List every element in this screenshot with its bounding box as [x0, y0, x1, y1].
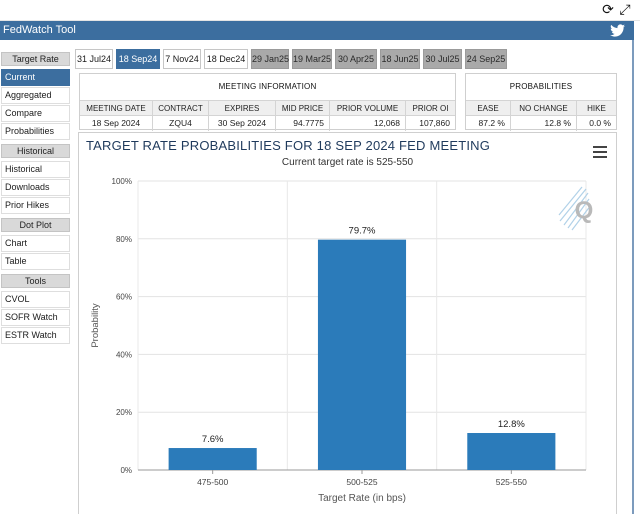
meeting-information-header-row: MEETING DATE CONTRACT EXPIRES MID PRICE PRIO… — [80, 100, 455, 116]
meeting-information-table: MEETING INFORMATION MEETING DATE CONTRACT… — [79, 73, 456, 131]
sidebar-item-table[interactable]: Table — [1, 253, 70, 270]
meeting-info-value-cell: 107,860 — [419, 118, 450, 128]
tab-18-sep24[interactable]: 18 Sep24 — [116, 49, 160, 69]
y-tick-label: 80% — [116, 235, 132, 244]
app-title: FedWatch Tool — [3, 24, 76, 36]
probabilities-value-cell: 0.0 % — [589, 118, 611, 128]
meeting-info-value-cell: 30 Sep 2024 — [209, 116, 276, 131]
chart-subtitle: Current target rate is 525-550 — [281, 157, 414, 168]
y-tick-label: 60% — [116, 293, 132, 302]
probabilities-title: PROBABILITIES — [509, 82, 573, 91]
probabilities-header-cell: NO CHANGE — [511, 101, 577, 115]
sidebar-item-historical[interactable]: Historical — [1, 161, 70, 178]
meeting-information-value-row: 18 Sep 2024 ZQU4 30 Sep 2024 94.7775 12,068 1… — [80, 116, 455, 131]
sidebar-heading-target-rate: Target Rate — [1, 52, 70, 66]
sidebar-item-chart[interactable]: Chart — [1, 235, 70, 252]
sidebar-heading-historical: Historical — [1, 144, 70, 158]
bar-value-label: 79.7% — [349, 226, 376, 237]
sidebar-item-prior-hikes[interactable]: Prior Hikes — [1, 197, 70, 214]
tab-29-jan25[interactable]: 29 Jan25 — [251, 49, 289, 69]
bar-chart: 0% 20% 40% 60% 80% 100% 7.6% 475-500 79.7% 500-52… — [90, 177, 587, 504]
tab-24-sep25[interactable]: 24 Sep25 — [465, 49, 507, 69]
probabilities-header-cell: HIKE — [587, 104, 606, 113]
sidebar-heading-dot-plot: Dot Plot — [1, 218, 70, 232]
bar-value-label: 7.6% — [202, 434, 224, 445]
x-tick-label: 525-550 — [496, 477, 527, 487]
x-axis-title: Target Rate (in bps) — [318, 493, 406, 504]
chart-menu-icon[interactable] — [593, 146, 607, 158]
app-titlebar: FedWatch Tool — [0, 21, 634, 40]
tab-18-jun25[interactable]: 18 Jun25 — [380, 49, 420, 69]
sidebar-item-sofr-watch[interactable]: SOFR Watch — [1, 309, 70, 326]
probabilities-header-cell: EASE — [466, 101, 511, 115]
sidebar-item-probabilities[interactable]: Probabilities — [1, 123, 70, 140]
sidebar-item-downloads[interactable]: Downloads — [1, 179, 70, 196]
probabilities-header-row: EASE NO CHANGE HIKE — [466, 100, 616, 116]
meeting-info-value-cell: ZQU4 — [153, 116, 209, 131]
x-tick-label: 475-500 — [197, 477, 228, 487]
reload-icon[interactable]: ⟳ — [602, 2, 614, 18]
probabilities-value-cell: 87.2 % — [466, 116, 511, 131]
sidebar-heading-tools: Tools — [1, 274, 70, 288]
probabilities-value-cell: 12.8 % — [511, 116, 577, 131]
sidebar-item-current[interactable]: Current — [1, 69, 70, 86]
y-axis-title: Probability — [90, 303, 101, 348]
sidebar-item-aggregated[interactable]: Aggregated — [1, 87, 70, 104]
meeting-info-value-cell: 94.7775 — [276, 116, 330, 131]
x-tick-label: 500-525 — [346, 477, 377, 487]
bar-475-500 — [168, 448, 257, 470]
probabilities-value-row: 87.2 % 12.8 % 0.0 % — [466, 116, 616, 131]
meeting-information-title: MEETING INFORMATION — [218, 82, 317, 91]
meeting-info-header-cell: EXPIRES — [209, 101, 276, 115]
y-tick-label: 0% — [120, 466, 132, 475]
sidebar-item-estr-watch[interactable]: ESTR Watch — [1, 327, 70, 344]
tab-31-jul24[interactable]: 31 Jul24 — [75, 49, 113, 69]
meeting-info-value-cell: 12,068 — [330, 116, 406, 131]
chart-panel: 0% 20% 40% 60% 80% 100% 7.6% 475-500 79.7% 500-52… — [78, 132, 617, 514]
sidebar-item-cvol[interactable]: CVOL — [1, 291, 70, 308]
meeting-info-header-cell: PRIOR VOLUME — [330, 101, 406, 115]
svg-text:Q: Q — [575, 197, 594, 224]
tab-19-mar25[interactable]: 19 Mar25 — [292, 49, 332, 69]
bar-value-label: 12.8% — [498, 419, 525, 430]
y-tick-label: 40% — [116, 350, 132, 359]
meeting-info-header-cell: PRIOR OI — [412, 104, 449, 113]
tab-18-dec24[interactable]: 18 Dec24 — [204, 49, 248, 69]
probabilities-table: PROBABILITIES EASE NO CHANGE HIKE 87.2 % 12… — [465, 73, 617, 131]
meeting-info-header-cell: MEETING DATE — [80, 101, 153, 115]
meeting-info-header-cell: CONTRACT — [153, 101, 209, 115]
tab-7-nov24[interactable]: 7 Nov24 — [163, 49, 201, 69]
meeting-info-header-cell: MID PRICE — [276, 101, 330, 115]
maximize-icon[interactable]: ⤢ — [619, 2, 631, 18]
bar-525-550 — [467, 433, 556, 470]
window-toolbar: ⟳ ⤢ — [0, 0, 640, 21]
bar-500-525 — [317, 239, 407, 470]
y-tick-label: 100% — [112, 177, 132, 186]
window-right-border — [632, 40, 634, 514]
sidebar-item-compare[interactable]: Compare — [1, 105, 70, 122]
twitter-icon[interactable] — [609, 22, 626, 39]
y-tick-label: 20% — [116, 408, 132, 417]
tab-30-jul25[interactable]: 30 Jul25 — [423, 49, 462, 69]
quikstrike-q-logo-icon: Q — [558, 186, 594, 231]
chart-title: TARGET RATE PROBABILITIES FOR 18 SEP 202… — [86, 138, 491, 153]
meeting-info-value-cell: 18 Sep 2024 — [80, 116, 153, 131]
tab-30-apr25[interactable]: 30 Apr25 — [335, 49, 377, 69]
